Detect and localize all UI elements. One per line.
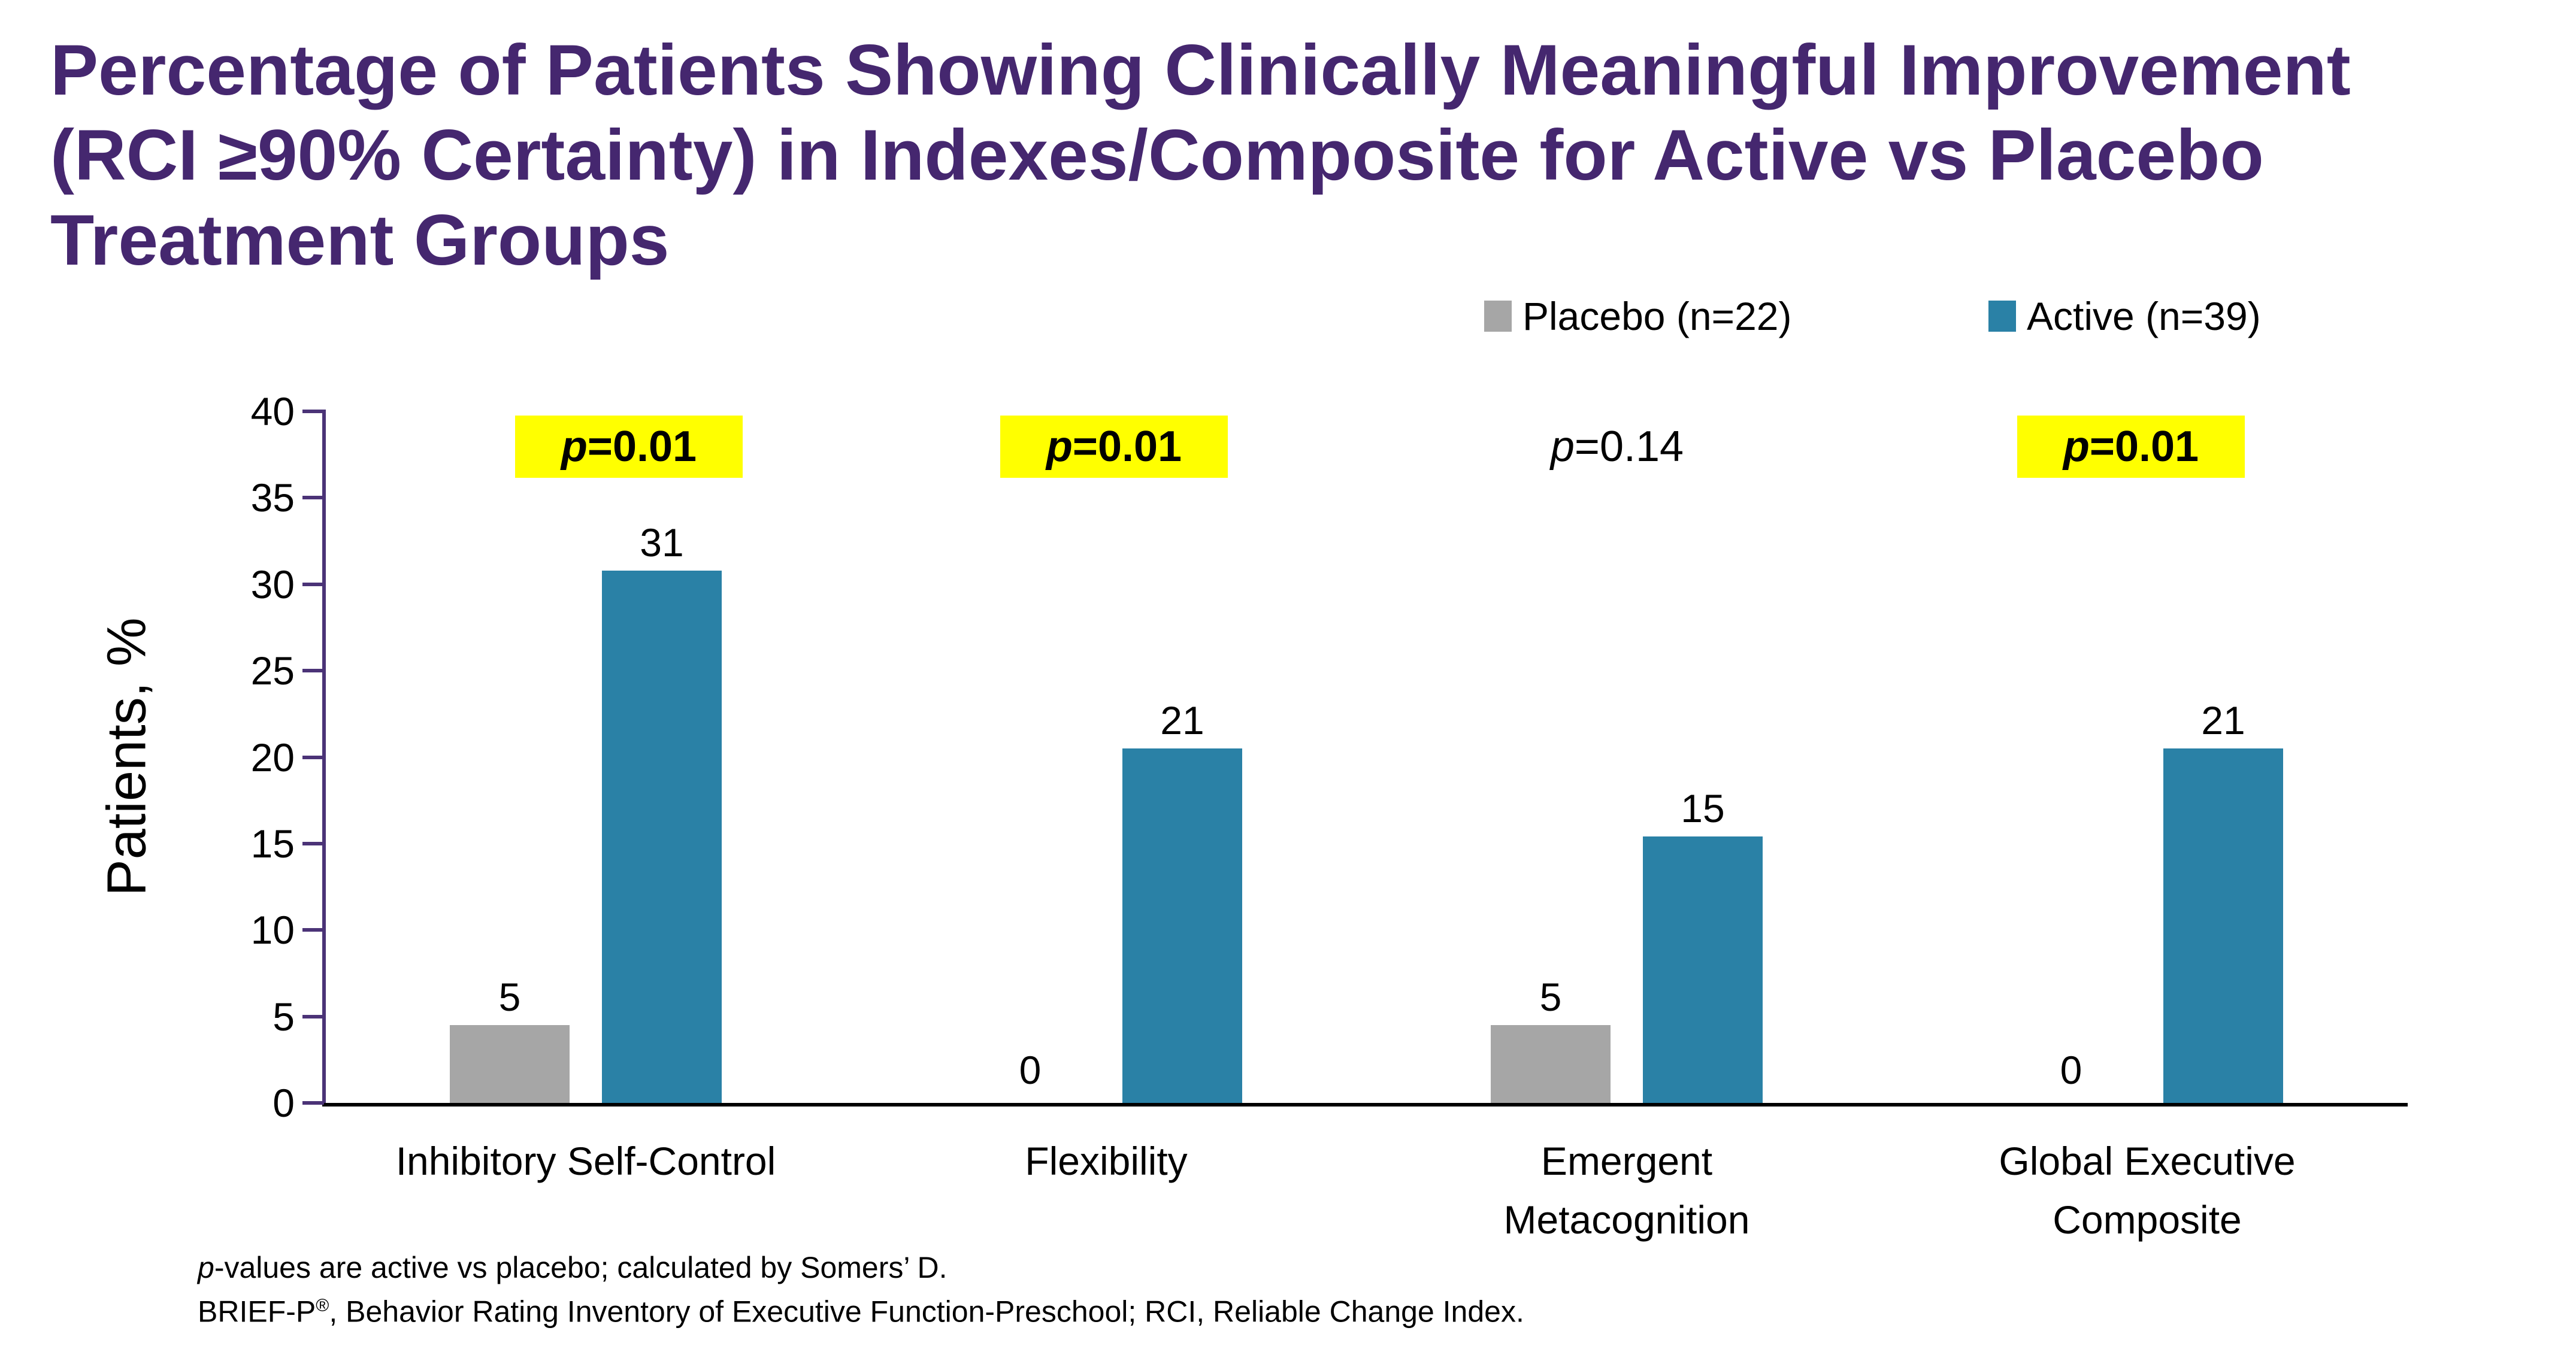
y-tick-label: 10 xyxy=(250,908,295,952)
y-tick-label: 40 xyxy=(250,389,295,434)
bar-value-label: 21 xyxy=(1160,698,1204,742)
footnote-part: , Behavior Rating Inventory of Executive… xyxy=(329,1295,1524,1329)
footnote-part: -values are active vs placebo; calculate… xyxy=(214,1251,948,1284)
bar-active xyxy=(1122,748,1242,1103)
bar-value-label: 21 xyxy=(2201,698,2245,742)
chart-title: Percentage of Patients Showing Clinicall… xyxy=(50,28,2548,283)
category-label: Flexibility xyxy=(837,1132,1376,1190)
bar-placebo xyxy=(450,1025,570,1103)
category-label: Emergent Metacognition xyxy=(1357,1132,1896,1249)
category-label-line: Metacognition xyxy=(1503,1198,1750,1242)
category-label: Inhibitory Self-Control xyxy=(316,1132,855,1190)
p-value-rest: =0.01 xyxy=(1072,423,1182,471)
y-tick xyxy=(302,583,324,586)
bar-value-label: 5 xyxy=(1539,975,1562,1019)
p-value-text: p=0.14 xyxy=(1503,416,1731,478)
bar-value-label: 0 xyxy=(2060,1048,2082,1092)
legend-label: Active (n=39) xyxy=(2027,294,2261,338)
y-tick xyxy=(302,410,324,413)
bar-placebo xyxy=(1491,1025,1611,1103)
p-prefix-italic: p xyxy=(1550,423,1575,471)
y-tick xyxy=(302,928,324,932)
legend-item-active: Active (n=39) xyxy=(1988,294,2261,338)
p-value-highlight: p=0.01 xyxy=(2017,416,2245,478)
y-tick-label: 5 xyxy=(273,995,295,1039)
p-value-rest: =0.14 xyxy=(1574,423,1684,471)
y-tick xyxy=(302,842,324,845)
y-tick xyxy=(302,756,324,759)
p-prefix-italic: p xyxy=(2063,423,2090,471)
category-label-line: Flexibility xyxy=(1025,1139,1188,1183)
legend-item-placebo: Placebo (n=22) xyxy=(1484,294,1792,338)
y-tick-label: 15 xyxy=(250,821,295,866)
y-tick-label: 20 xyxy=(250,735,295,780)
y-tick-label: 0 xyxy=(273,1081,295,1125)
x-axis-line xyxy=(322,1103,2408,1107)
category-label-line: Global Executive xyxy=(1999,1139,2296,1183)
p-value-highlight: p=0.01 xyxy=(515,416,743,478)
footnote-part: p xyxy=(198,1251,214,1284)
y-tick xyxy=(302,496,324,499)
p-value-rest: =0.01 xyxy=(587,423,697,471)
footnote-line-1: p-values are active vs placebo; calculat… xyxy=(198,1249,1524,1287)
p-prefix-italic: p xyxy=(561,423,588,471)
y-tick-label: 25 xyxy=(250,648,295,693)
bar-value-label: 5 xyxy=(498,975,521,1019)
footnotes: p-values are active vs placebo; calculat… xyxy=(198,1249,1524,1331)
category-label-line: Composite xyxy=(2053,1198,2242,1242)
p-value-rest: =0.01 xyxy=(2089,423,2199,471)
bar-value-label: 0 xyxy=(1019,1048,1042,1092)
p-prefix-italic: p xyxy=(1046,423,1073,471)
chart-title-line-2: (RCI ≥90% Certainty) in Indexes/Composit… xyxy=(50,115,2264,195)
category-label-line: Emergent xyxy=(1540,1139,1713,1183)
category-label: Global Executive Composite xyxy=(1878,1132,2417,1249)
footnote-line-2: BRIEF-P®, Behavior Rating Inventory of E… xyxy=(198,1287,1524,1331)
y-tick xyxy=(302,669,324,672)
y-tick xyxy=(302,1015,324,1018)
p-value-highlight: p=0.01 xyxy=(1000,416,1228,478)
legend-label: Placebo (n=22) xyxy=(1522,294,1792,338)
bar-active xyxy=(1643,836,1763,1103)
y-tick xyxy=(302,1101,324,1105)
footnote-part: ® xyxy=(316,1296,329,1315)
bar-active xyxy=(2163,748,2283,1103)
bar-active xyxy=(602,571,722,1103)
legend-swatch-icon xyxy=(1988,301,2016,332)
chart-title-line-3: Treatment Groups xyxy=(50,200,670,280)
y-tick-label: 35 xyxy=(250,475,295,520)
y-axis-title: Patients, % xyxy=(96,617,158,896)
footnote-part: BRIEF-P xyxy=(198,1295,316,1329)
bar-value-label: 15 xyxy=(1681,786,1725,830)
chart-title-line-1: Percentage of Patients Showing Clinicall… xyxy=(50,30,2351,110)
y-tick-label: 30 xyxy=(250,562,295,607)
legend-swatch-icon xyxy=(1484,301,1512,332)
category-label-line: Inhibitory Self-Control xyxy=(395,1139,776,1183)
y-axis-line xyxy=(322,410,326,1107)
bar-value-label: 31 xyxy=(640,520,684,565)
